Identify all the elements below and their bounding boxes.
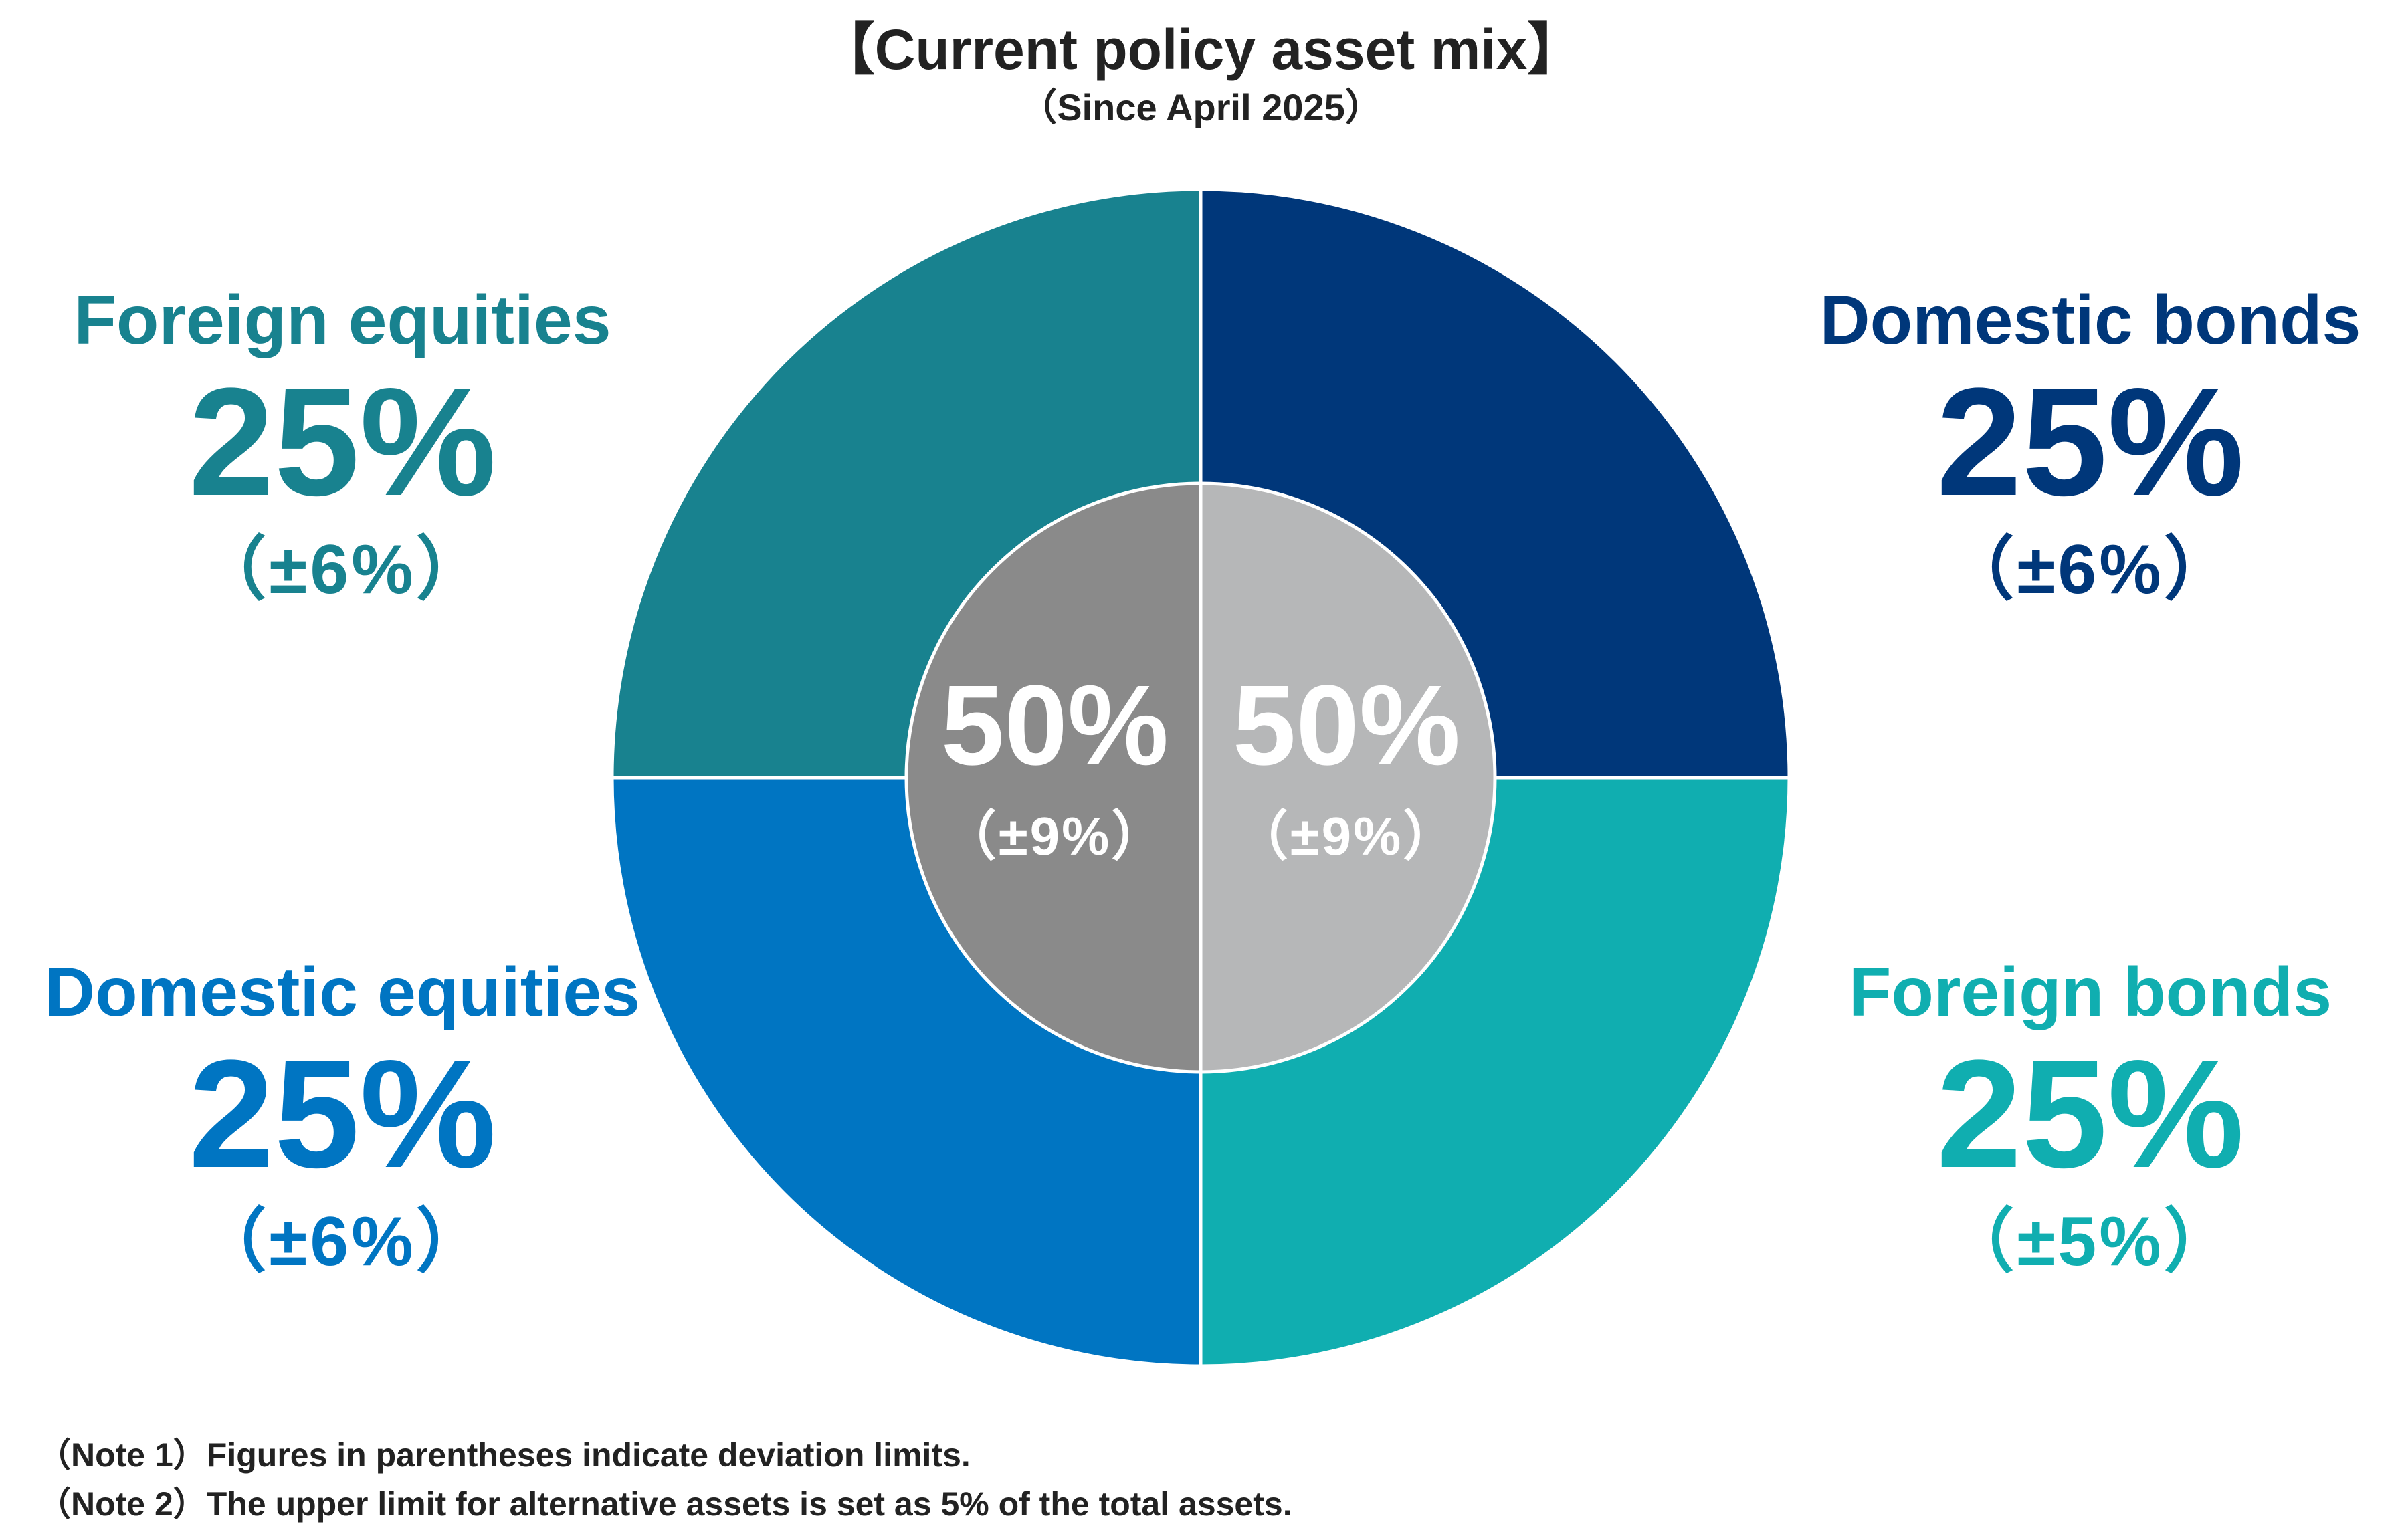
footnote-2: （Note 2）The upper limit for alternative … [37,1484,1292,1523]
label-foreign-bonds: Foreign bonds 25% （±5%） [1756,953,2402,1283]
series-name-domestic-bonds: Domestic bonds [1819,282,2361,359]
inner-deviation-label-2: （±9%） [943,806,1167,866]
inner-value-label-2: 50% [941,662,1169,789]
value-label-domestic-bonds: 25% [1936,355,2245,528]
series-name-foreign-equities: Foreign equities [74,282,611,359]
footnote-1: （Note 1）Figures in parentheses indicate … [37,1436,971,1474]
inner-slice-1 [1199,481,1497,1074]
deviation-label-foreign-equities: （±6%） [197,530,488,609]
deviation-label-domestic-bonds: （±6%） [1944,530,2236,609]
inner-deviation-label-1: （±9%） [1235,806,1459,866]
chart-title: 【Current policy asset mix】 [818,18,1584,81]
series-name-foreign-bonds: Foreign bonds [1848,954,2332,1031]
deviation-label-foreign-bonds: （±5%） [1944,1202,2236,1281]
value-label-foreign-equities: 25% [188,355,497,528]
label-domestic-bonds: Domestic bonds 25% （±6%） [1756,281,2402,611]
footnotes: （Note 1）Figures in parentheses indicate … [37,1431,1292,1528]
deviation-label-domestic-equities: （±6%） [197,1202,488,1281]
inner-value-label-1: 50% [1233,662,1460,789]
chart-subtitle: （Since April 2025） [1019,86,1383,128]
series-name-domestic-equities: Domestic equities [44,954,641,1031]
value-label-domestic-equities: 25% [188,1027,497,1200]
label-foreign-equities: Foreign equities 25% （±6%） [8,281,677,611]
inner-slice-2 [904,481,1203,1074]
value-label-foreign-bonds: 25% [1936,1027,2245,1200]
label-domestic-equities: Domestic equities 25% （±6%） [8,953,677,1283]
